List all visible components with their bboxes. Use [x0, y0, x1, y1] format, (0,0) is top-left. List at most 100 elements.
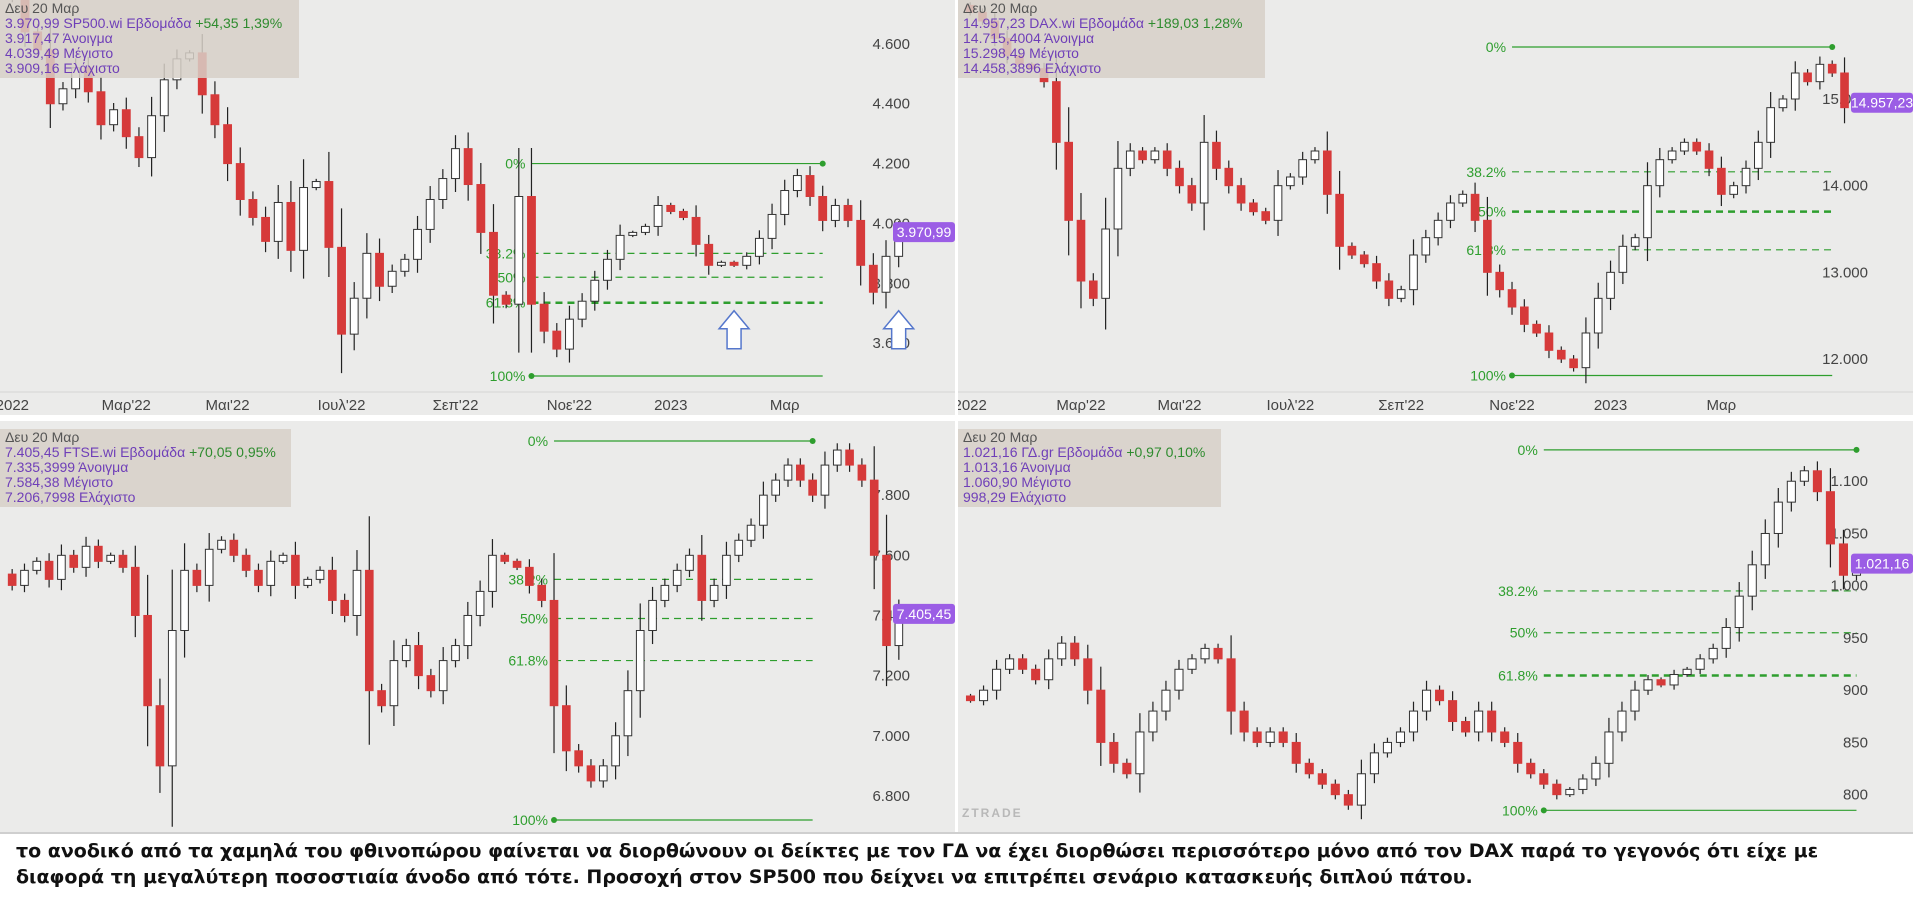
- candle-body: [1656, 679, 1666, 686]
- candle-body: [143, 614, 152, 707]
- info-high: 15.298,49 Μέγιστο: [963, 45, 1079, 61]
- candle-body: [451, 148, 460, 180]
- candle-body: [729, 261, 739, 266]
- candle-body: [1278, 731, 1288, 743]
- candle-body: [653, 204, 663, 227]
- info-low: 998,29 Ελάχιστο: [963, 489, 1067, 505]
- candle-body: [1513, 741, 1523, 764]
- candle-body: [387, 270, 397, 287]
- y-tick-label: 1.100: [1830, 473, 1868, 490]
- candle-body: [1840, 72, 1849, 109]
- candle-body: [1618, 245, 1628, 273]
- candle-body: [1310, 150, 1320, 161]
- up-arrow-annotation: [717, 309, 751, 350]
- candle-body: [340, 599, 349, 616]
- x-tick-label: Ιουλ'22: [1266, 397, 1314, 414]
- candle-body: [1487, 710, 1497, 733]
- info-line1: 7.405,45 FTSE.wi Εβδομάδα +70,05 0,95%: [5, 445, 287, 460]
- candle-body: [476, 184, 486, 233]
- candle-body: [1265, 731, 1275, 743]
- candle-body: [1122, 762, 1132, 775]
- info-symbol: ΓΔ.gr Εβδομάδα: [1021, 444, 1123, 460]
- candle-body: [820, 464, 830, 496]
- info-open: 14.715,4004 Άνοιγμα: [963, 30, 1095, 46]
- chart-panel-gd[interactable]: 1.100 1.050 1.000 950 900 850 800 0% 38.2% 50% 61.…: [958, 421, 1913, 832]
- caption-text: το ανοδικό από τα χαμηλά του φθινοπώρου …: [16, 840, 1819, 888]
- candle-body: [425, 198, 435, 230]
- chart-panel-dax[interactable]: 2022 Μαρ'22 Μαι'22 Ιουλ'22 Σεπ'22 Νοε'22 2023 Μ…: [958, 0, 1913, 415]
- fib-label: 100%: [1502, 802, 1538, 818]
- candle-body: [352, 569, 362, 616]
- candle-body: [1018, 658, 1028, 670]
- x-tick-label: 2023: [1594, 397, 1627, 414]
- candle-body: [1643, 679, 1653, 691]
- info-value: 3.970,99: [5, 15, 60, 31]
- x-tick-label: 2022: [0, 397, 29, 414]
- chart-panel-sp500[interactable]: 2022 Μαρ'22 Μαι'22 Ιουλ'22 Σεπ'22 Νοε'22 2023 Μ…: [0, 0, 955, 415]
- candle-body: [1526, 762, 1536, 775]
- candle-body: [229, 539, 239, 556]
- candle-body: [1076, 219, 1086, 282]
- x-tick-label: Μαρ'22: [102, 397, 151, 414]
- candle-body: [1083, 658, 1093, 691]
- candle-body: [1578, 778, 1588, 790]
- candle-body: [192, 569, 202, 586]
- info-low: 7.206,7998 Ελάχιστο: [5, 489, 136, 505]
- candle-body: [1581, 332, 1591, 369]
- candle-body: [1174, 668, 1184, 691]
- fib-label: 100%: [512, 812, 548, 828]
- candle-body: [783, 464, 793, 481]
- candle-body: [1044, 658, 1054, 681]
- candle-body: [845, 449, 854, 466]
- candle-body: [1101, 228, 1110, 299]
- candle-body: [843, 204, 853, 221]
- candle-body: [623, 690, 633, 737]
- candle-body: [303, 578, 313, 586]
- candle-body: [1138, 150, 1147, 161]
- info-low: 14.458,3896 Ελάχιστο: [963, 60, 1102, 76]
- candle-body: [525, 566, 534, 586]
- candle-body: [818, 196, 828, 221]
- candle-body: [648, 599, 657, 632]
- candle-body: [1330, 783, 1340, 796]
- chart-svg-ftse: 7.8007.6007.4007.2007.0006.8000%38.2%50%…: [7, 433, 955, 828]
- panel-divider-vertical: [955, 0, 958, 415]
- last-value-label: 3.970,99: [897, 224, 952, 240]
- candle-body: [311, 181, 321, 189]
- fib-label: 0%: [1486, 39, 1506, 55]
- candle-body: [377, 690, 386, 707]
- candle-body: [1236, 185, 1246, 204]
- candle-body: [1803, 72, 1812, 83]
- candle-body: [1291, 741, 1301, 764]
- candle-body: [704, 243, 714, 266]
- candle-body: [32, 560, 42, 571]
- fib-label: 50%: [520, 610, 548, 626]
- candle-body: [1461, 721, 1471, 733]
- candle-body: [1474, 710, 1484, 733]
- y-tick-label: 7.000: [872, 728, 910, 745]
- x-tick-label: Μαι'22: [1157, 397, 1201, 414]
- candle-body: [254, 569, 263, 586]
- candle-body: [261, 216, 270, 242]
- info-high: 7.584,38 Μέγιστο: [5, 474, 114, 490]
- candle-body: [400, 258, 410, 272]
- candle-body: [438, 178, 448, 200]
- x-tick-label: 2022: [958, 397, 987, 414]
- fib-label: 50%: [1510, 625, 1538, 641]
- candle-body: [1200, 647, 1210, 660]
- fib-anchor-point: [551, 816, 558, 823]
- candle-body: [1396, 289, 1406, 299]
- candle-body: [426, 675, 436, 692]
- candle-body: [767, 213, 777, 239]
- x-tick-label: Μαρ: [1707, 397, 1737, 414]
- candle-body: [1064, 141, 1073, 221]
- candle-body: [992, 668, 1002, 691]
- last-value-label: 7.405,45: [897, 606, 952, 622]
- candle-body: [1096, 689, 1106, 743]
- y-tick-label: 950: [1843, 630, 1868, 647]
- candle-body: [1435, 689, 1445, 702]
- chart-panel-ftse[interactable]: 7.8007.6007.4007.2007.0006.8000%38.2%50%…: [0, 421, 955, 832]
- candle-body: [574, 750, 583, 767]
- candle-body: [210, 94, 220, 126]
- candle-body: [413, 228, 422, 260]
